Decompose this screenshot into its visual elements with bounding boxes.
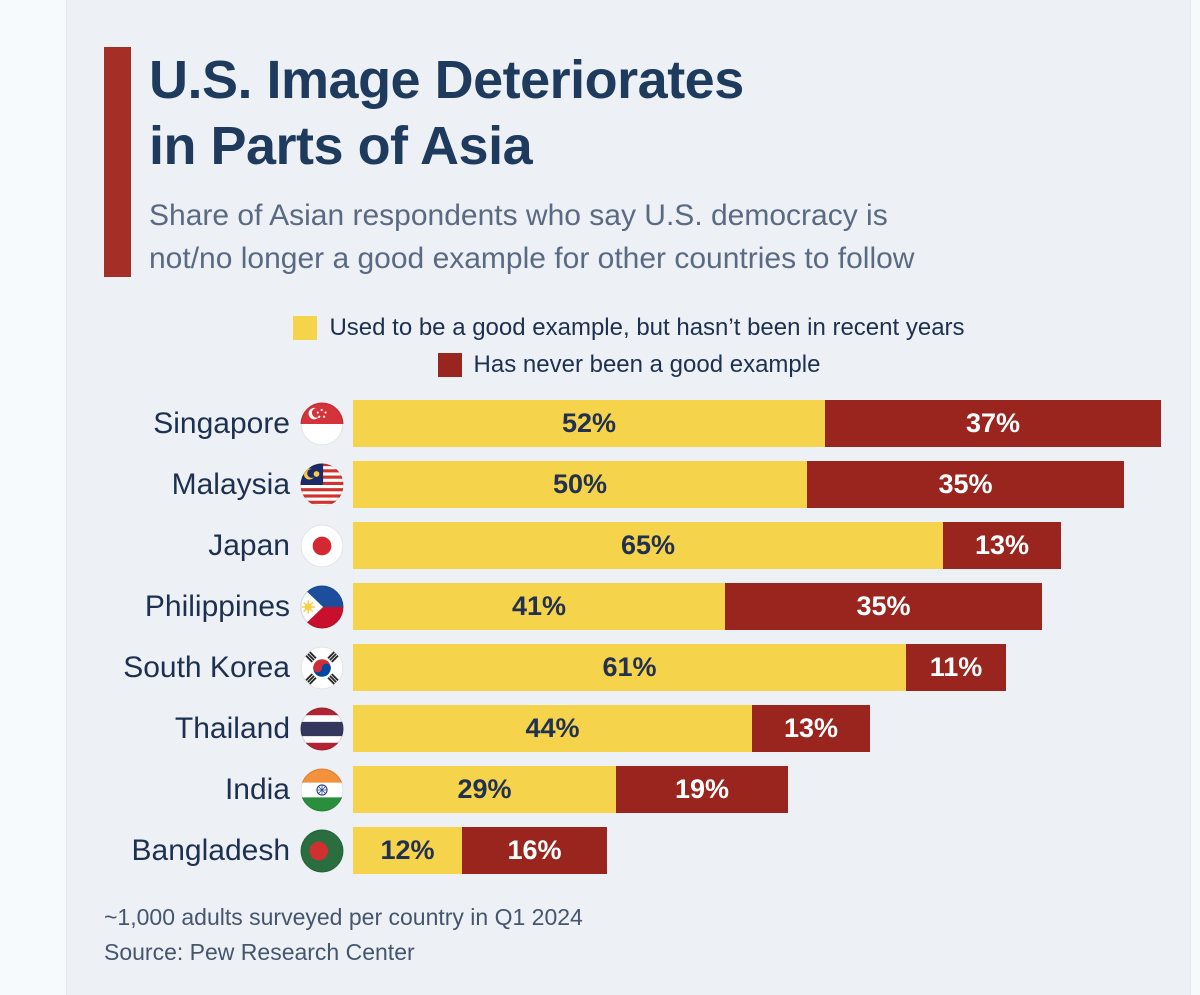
value-label: 61%	[602, 652, 657, 682]
bar-segment-used-to-be: 61%	[353, 644, 906, 691]
country-label: India	[224, 772, 290, 806]
bar-segment-never-been: 13%	[943, 522, 1061, 569]
country-label: Malaysia	[171, 467, 290, 501]
survey-note: ~1,000 adults surveyed per country in Q1…	[104, 904, 583, 930]
bar-segment-never-been: 19%	[616, 766, 788, 813]
chart-row: Singapore 52% 37%	[67, 400, 1191, 447]
thailand-flag-icon	[300, 707, 344, 751]
value-label: 37%	[965, 408, 1021, 438]
subtitle-line-2: not/no longer a good example for other c…	[149, 242, 915, 275]
japan-flag-icon	[300, 524, 344, 568]
country-label: Philippines	[144, 589, 290, 623]
country-label: Singapore	[153, 406, 290, 440]
bar-segment-never-been: 13%	[752, 705, 870, 752]
philippines-flag-icon	[300, 585, 344, 629]
malaysia-flag-icon	[300, 463, 344, 507]
legend-item-used_to_be: Used to be a good example, but hasn’t be…	[67, 314, 1191, 342]
chart-row: India 29% 19%	[67, 766, 1191, 813]
bar-segment-never-been: 16%	[462, 827, 607, 874]
stacked-bar: 44% 13%	[353, 705, 870, 752]
stacked-bar: 29% 19%	[353, 766, 788, 813]
chart-row: Bangladesh 12% 16%	[67, 827, 1191, 874]
bar-segment-used-to-be: 65%	[353, 522, 943, 569]
bar-segment-used-to-be: 50%	[353, 461, 807, 508]
bangladesh-flag-icon	[300, 829, 344, 873]
south-korea-flag-icon	[300, 646, 344, 690]
stacked-bar: 41% 35%	[353, 583, 1042, 630]
value-label: 12%	[380, 835, 435, 865]
infographic-card: U.S. Image Deteriorates in Parts of Asia …	[67, 0, 1191, 995]
bar-segment-used-to-be: 52%	[353, 400, 825, 447]
value-label: 35%	[856, 591, 911, 621]
bar-segment-never-been: 35%	[807, 461, 1124, 508]
value-label: 44%	[525, 713, 580, 743]
legend-label: Used to be a good example, but hasn’t be…	[329, 314, 965, 341]
value-label: 52%	[561, 408, 617, 438]
value-label: 50%	[552, 469, 608, 499]
chart-row: Japan 65% 13%	[67, 522, 1191, 569]
value-label: 11%	[929, 652, 983, 682]
stacked-bar: 65% 13%	[353, 522, 1061, 569]
bar-segment-used-to-be: 29%	[353, 766, 616, 813]
page-title: U.S. Image Deteriorates in Parts of Asia	[149, 47, 1191, 179]
bar-segment-used-to-be: 41%	[353, 583, 725, 630]
legend-swatch-icon	[293, 316, 318, 340]
bar-segment-never-been: 35%	[725, 583, 1042, 630]
chart-row: Philippines 41% 35%	[67, 583, 1191, 630]
value-label: 16%	[507, 835, 562, 865]
country-label: Thailand	[174, 711, 290, 745]
country-label: Bangladesh	[131, 833, 290, 867]
value-label: 19%	[674, 774, 730, 804]
stacked-bar: 52% 37%	[353, 400, 1161, 447]
stacked-bar: 61% 11%	[353, 644, 1006, 691]
value-label: 35%	[938, 469, 993, 499]
bar-segment-never-been: 37%	[825, 400, 1161, 447]
title-line-2: in Parts of Asia	[149, 116, 533, 176]
source-note: Source: Pew Research Center	[104, 939, 415, 965]
stacked-bar-chart: Singapore 52% 37% Malaysia 50% 35% Japan 65% 13%…	[67, 400, 1191, 874]
value-label: 13%	[974, 530, 1030, 560]
chart-legend: Used to be a good example, but hasn’t be…	[67, 314, 1191, 379]
page-right-gutter	[1190, 0, 1200, 995]
chart-row: Thailand 44% 13%	[67, 705, 1191, 752]
stacked-bar: 50% 35%	[353, 461, 1124, 508]
stacked-bar: 12% 16%	[353, 827, 607, 874]
chart-row: South Korea 61% 11%	[67, 644, 1191, 691]
legend-item-never_been: Has never been a good example	[67, 351, 1191, 379]
country-label: South Korea	[123, 650, 290, 684]
title-line-1: U.S. Image Deteriorates	[149, 50, 744, 110]
singapore-flag-icon	[300, 402, 344, 446]
value-label: 65%	[620, 530, 676, 560]
subtitle-line-1: Share of Asian respondents who say U.S. …	[149, 199, 888, 232]
page-left-gutter	[0, 0, 67, 995]
legend-swatch-icon	[437, 353, 462, 377]
bar-segment-used-to-be: 44%	[353, 705, 752, 752]
india-flag-icon	[300, 768, 344, 812]
country-label: Japan	[208, 528, 290, 562]
value-label: 13%	[783, 713, 839, 743]
infographic-footer: ~1,000 adults surveyed per country in Q1…	[104, 900, 1191, 970]
bar-segment-used-to-be: 12%	[353, 827, 462, 874]
infographic-header: U.S. Image Deteriorates in Parts of Asia …	[67, 0, 1191, 280]
chart-subtitle: Share of Asian respondents who say U.S. …	[149, 194, 1191, 280]
value-label: 29%	[457, 774, 512, 804]
chart-row: Malaysia 50% 35%	[67, 461, 1191, 508]
title-accent-bar	[104, 47, 131, 277]
value-label: 41%	[511, 591, 567, 621]
legend-label: Has never been a good example	[473, 351, 821, 378]
bar-segment-never-been: 11%	[906, 644, 1006, 691]
